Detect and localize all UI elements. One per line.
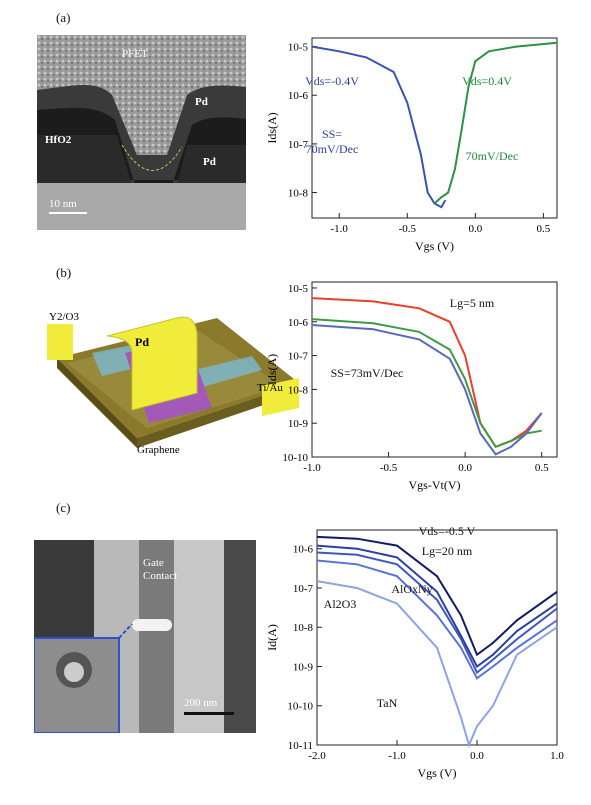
y-tick-label: 10-5 (288, 283, 309, 295)
schematic-label-y2o3: Y2/O3 (49, 311, 79, 323)
y-axis-label: Ids(A) (265, 354, 279, 385)
y-tick-label: 10-9 (293, 661, 314, 673)
sem-label-contact: Contact (143, 570, 177, 582)
annotation: TaN (377, 696, 398, 710)
schematic-label-pd: Pd (135, 335, 149, 349)
sem-label-gate: Gate (143, 557, 164, 569)
annotation: Vds=-0.5 V (419, 524, 476, 538)
tem-scale-bar: 10 nm (49, 198, 77, 210)
chart-b-transfer-curve: -1.0 -0.5 0.0 0.5 10-10 10-9 10-8 10-7 10-6 10-5 V… (265, 281, 558, 492)
y-tick-label: 10-7 (293, 583, 314, 595)
annotation: 70mV/Dec (306, 142, 359, 156)
annotation: AlOxNy (391, 582, 432, 596)
y-tick-label: 10-8 (288, 188, 309, 200)
tem-label-pd-bottom: Pd (203, 156, 216, 168)
series-line-2 (311, 318, 542, 449)
annotation: 70mV/Dec (466, 149, 519, 163)
sem-scale-bar: 200 nm (184, 697, 218, 709)
y-tick-label: 10-7 (288, 139, 309, 151)
x-tick-label: 0.5 (537, 223, 551, 235)
x-tick-label: 1.0 (550, 750, 564, 762)
series-line-5 (316, 580, 558, 748)
schematic-label-tiau: Ti/Au (257, 382, 283, 394)
plot-frame (311, 37, 558, 219)
tem-label-hfo2: HfO2 (45, 134, 72, 146)
y-tick-label: 10-11 (288, 740, 313, 752)
sem-image-c: Gate Contact 200 nm (34, 540, 256, 733)
annotation: Al2O3 (324, 597, 357, 611)
panel-label-c: (c) (56, 500, 71, 515)
x-axis-label: Vgs-Vt(V) (409, 478, 461, 492)
x-tick-label: 0.0 (470, 750, 484, 762)
x-tick-label: 0.0 (468, 223, 482, 235)
panel-label-b: (b) (56, 265, 72, 280)
annotation: SS= (322, 127, 342, 141)
plot-frame (311, 281, 558, 458)
chart-c-transfer-curve: -2.0 -1.0 0.0 1.0 10-11 10-10 10-9 10-8 10-7 10-6… (265, 524, 564, 780)
y-axis-label: Ids(A) (265, 112, 279, 143)
y-tick-label: 10-6 (288, 90, 309, 102)
x-tick-label: -2.0 (308, 750, 326, 762)
y-tick-label: 10-5 (288, 42, 309, 54)
x-axis-label: Vgs (V) (418, 766, 457, 780)
series-line-2 (316, 544, 558, 668)
series-line-3 (316, 551, 558, 675)
annotation: Vds=0.4V (462, 74, 512, 88)
y-tick-label: 10-6 (288, 317, 309, 329)
x-tick-label: -1.0 (303, 462, 321, 474)
y-tick-label: 10-8 (288, 384, 309, 396)
panel-label-a: (a) (56, 10, 71, 25)
series-line-3 (311, 324, 543, 456)
y-tick-label: 10-7 (288, 351, 309, 363)
series-line-1 (311, 45, 447, 209)
annotation: SS=73mV/Dec (331, 366, 404, 380)
x-tick-label: -0.5 (380, 462, 398, 474)
tem-label-pfet: PFET (122, 48, 148, 60)
y-tick-label: 10-9 (288, 418, 309, 430)
schematic-label-graphene: Graphene (137, 444, 180, 456)
y-tick-label: 10-10 (287, 701, 313, 713)
x-tick-label: 0.5 (535, 462, 549, 474)
chart-a-transfer-curve: -1.0 -0.5 0.0 0.5 10-8 10-7 10-6 10-5 Vgs (V) Ids… (265, 37, 558, 253)
annotation: Lg=20 nm (422, 544, 473, 558)
annotation: Vds=-0.4V (305, 74, 359, 88)
y-tick-label: 10-10 (282, 452, 308, 464)
y-axis-label: Id(A) (265, 624, 279, 651)
y-tick-label: 10-6 (293, 544, 314, 556)
series-line-4 (316, 559, 558, 680)
x-tick-label: -1.0 (388, 750, 406, 762)
x-axis-label: Vgs (V) (415, 239, 454, 253)
device-schematic-b: Y2/O3 Pd Ti/Au Graphene (37, 298, 299, 458)
tem-label-pd-top: Pd (195, 96, 208, 108)
x-tick-label: -1.0 (331, 223, 349, 235)
y-tick-label: 10-8 (293, 622, 314, 634)
series-line-2 (433, 41, 558, 205)
x-tick-label: -0.5 (399, 223, 417, 235)
series-line-1 (316, 535, 558, 657)
tem-image-a: PFET Pd Pd HfO2 10 nm (37, 35, 246, 230)
plot-frame (316, 529, 558, 746)
x-tick-label: 0.0 (458, 462, 472, 474)
annotation: Lg=5 nm (450, 296, 495, 310)
